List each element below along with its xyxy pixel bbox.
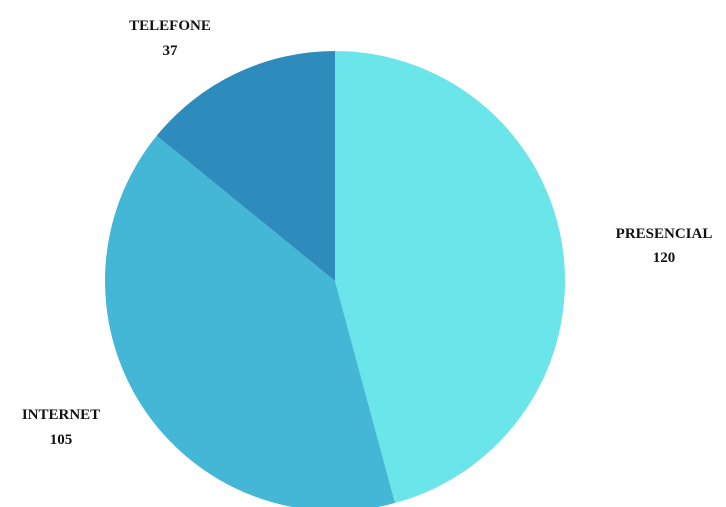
slice-value-telefone: 37 — [163, 43, 179, 59]
pie-labels: PRESENCIAL 120 INTERNET 105 TELEFONE 37 — [22, 18, 713, 448]
slice-value-internet: 105 — [50, 432, 73, 448]
slice-label-presencial: PRESENCIAL — [616, 226, 713, 242]
pie-slice-presencial — [335, 51, 565, 504]
slice-label-telefone: TELEFONE — [129, 18, 211, 34]
pie-slice-internet — [105, 135, 395, 507]
pie-slices — [105, 51, 565, 507]
pie-slice-telefone — [156, 51, 335, 281]
slice-value-presencial: 120 — [653, 250, 676, 266]
slice-label-internet: INTERNET — [22, 407, 100, 423]
